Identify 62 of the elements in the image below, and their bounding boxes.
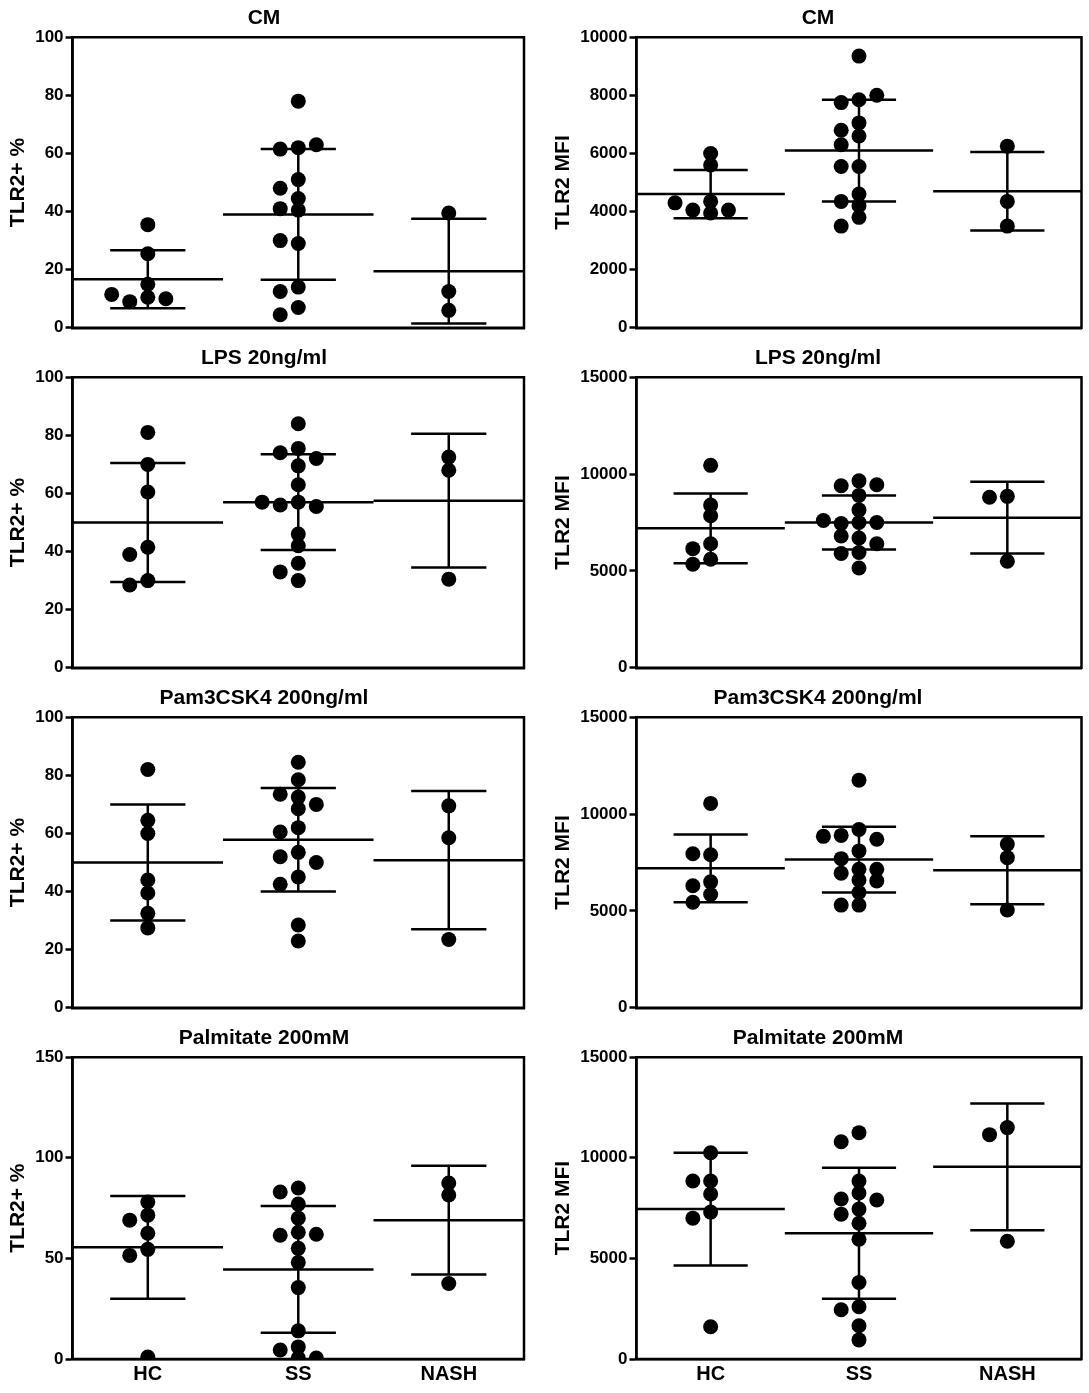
- chart-title: Pam3CSK4 200ng/ml: [713, 685, 923, 709]
- y-tick-label: 6000: [589, 143, 628, 163]
- x-tick-label: HC: [696, 1361, 726, 1384]
- y-axis-title: TLR2 MFI: [550, 475, 574, 570]
- y-tick-label: 10000: [580, 463, 628, 483]
- y-tick-label: 2000: [589, 259, 628, 279]
- y-tick-label: 5000: [589, 1248, 628, 1268]
- y-tick-label: 0: [618, 317, 628, 337]
- y-tick-label: 0: [618, 657, 628, 677]
- y-tick-label: 80: [44, 765, 64, 785]
- y-tick-label: 80: [44, 425, 64, 445]
- y-tick-label: 8000: [589, 85, 628, 105]
- x-tick-label: HC: [133, 1361, 163, 1384]
- chart-title: LPS 20ng/ml: [200, 345, 328, 369]
- y-tick-label: 40: [44, 201, 64, 221]
- chart-title: Palmitate 200mM: [178, 1025, 350, 1049]
- y-tick-label: 40: [44, 881, 64, 901]
- y-tick-label: 60: [44, 143, 64, 163]
- y-tick-label: 100: [35, 706, 64, 726]
- y-tick-label: 20: [44, 599, 64, 619]
- chart-title: Palmitate 200mM: [732, 1025, 904, 1049]
- y-axis-title: TLR2 MFI: [550, 135, 574, 230]
- y-tick-label: 0: [618, 997, 628, 1017]
- chart-title: CM: [801, 5, 835, 29]
- y-tick-label: 0: [54, 657, 64, 677]
- y-tick-label: 0: [618, 1348, 628, 1368]
- y-tick-label: 0: [54, 317, 64, 337]
- y-tick-label: 5000: [589, 900, 628, 920]
- y-tick-label: 20: [44, 939, 64, 959]
- y-axis-title: TLR2+ %: [5, 1163, 29, 1253]
- chart-title: CM: [247, 5, 281, 29]
- y-axis-title: TLR2+ %: [5, 817, 29, 908]
- y-tick-label: 20: [44, 259, 64, 279]
- y-tick-label: 100: [35, 366, 64, 386]
- y-tick-label: 100: [35, 1147, 64, 1167]
- chart-title: Pam3CSK4 200ng/ml: [159, 685, 369, 709]
- y-tick-label: 60: [44, 483, 64, 503]
- y-tick-label: 5000: [589, 560, 628, 580]
- y-tick-label: 10000: [580, 26, 628, 46]
- y-axis-title: TLR2 MFI: [550, 815, 574, 910]
- y-tick-label: 0: [54, 1348, 64, 1368]
- chart-title: LPS 20ng/ml: [754, 345, 882, 369]
- y-tick-label: 0: [54, 997, 64, 1017]
- y-tick-label: 15000: [580, 706, 628, 726]
- y-tick-label: 40: [44, 541, 64, 561]
- y-tick-label: 80: [44, 85, 64, 105]
- y-tick-label: 60: [44, 823, 64, 843]
- y-tick-label: 150: [35, 1046, 64, 1066]
- y-tick-label: 10000: [580, 1147, 628, 1167]
- x-tick-label: NASH: [420, 1361, 478, 1384]
- x-tick-label: NASH: [978, 1361, 1036, 1384]
- x-tick-label: SS: [845, 1361, 873, 1384]
- y-tick-label: 10000: [580, 803, 628, 823]
- y-axis-title: TLR2 MFI: [550, 1160, 574, 1256]
- x-tick-label: SS: [284, 1361, 312, 1384]
- y-tick-label: 15000: [580, 366, 628, 386]
- y-tick-label: 100: [35, 26, 64, 46]
- y-axis-title: TLR2+ %: [5, 137, 29, 228]
- y-tick-label: 15000: [580, 1046, 628, 1066]
- y-tick-label: 50: [44, 1248, 64, 1268]
- y-axis-title: TLR2+ %: [5, 477, 29, 568]
- y-tick-label: 4000: [589, 201, 628, 221]
